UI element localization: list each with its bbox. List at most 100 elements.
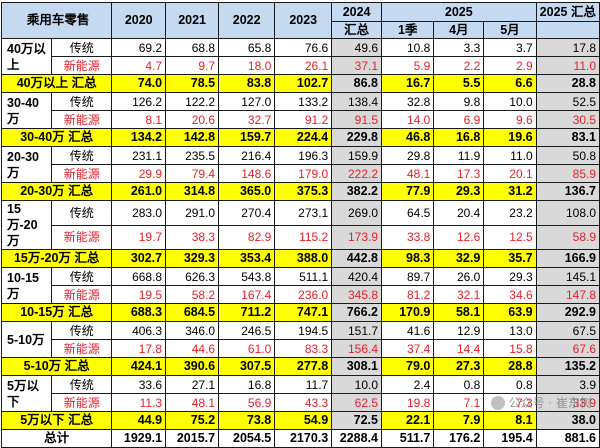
table-row-ice: 40万以上 传统 69.2 68.8 65.8 76.6 49.6 10.8 3.3 3.7 17.…	[0, 38, 600, 75]
nev-value: 61.0	[218, 339, 276, 358]
subtotal-value: 19.6	[483, 128, 537, 147]
type-label-ice: 传统	[51, 200, 113, 226]
nev-value: 5.9	[380, 56, 435, 75]
subtotal-value: 766.2	[331, 303, 382, 322]
subtotal-value: 308.1	[331, 357, 382, 376]
nev-value: 2.2	[433, 56, 485, 75]
nev-value: 15.8	[483, 339, 537, 358]
type-label-nev: 新能源	[51, 393, 113, 412]
subtotal-value: 159.7	[218, 128, 276, 147]
subtotal-value: 365.0	[218, 182, 276, 201]
ice-value: 3.7	[483, 38, 537, 57]
type-label-nev: 新能源	[51, 164, 113, 183]
table-row-nev: 新能源 8.1 20.6 32.7 91.2 91.5 14.0 6.9 9.6 30.5	[2, 110, 600, 129]
nev-value: 20.6	[165, 110, 220, 129]
nev-value: 14.0	[380, 110, 435, 129]
ice-value: 668.8	[111, 267, 167, 286]
ice-value: 291.0	[165, 200, 220, 226]
subtotal-value: 224.4	[274, 128, 333, 147]
nev-value: 30.5	[535, 110, 600, 129]
ice-value: 12.9	[433, 321, 485, 340]
subtotal-value: 75.2	[165, 411, 220, 430]
subtotal-value: 261.0	[111, 182, 167, 201]
subtotal-value: 6.6	[483, 74, 537, 93]
table-row-subtotal: 5-10万 汇总 424.1 390.6 307.5 277.8 308.1 79.0 27.…	[0, 357, 600, 376]
subtotal-value: 135.2	[535, 357, 600, 376]
subtotal-value: 229.8	[331, 128, 382, 147]
nev-value: 20.1	[483, 164, 537, 183]
grand-total-value: 2054.5	[218, 429, 276, 448]
ice-value: 543.8	[218, 267, 276, 286]
subtotal-value: 27.3	[433, 357, 485, 376]
table-row-subtotal: 5万以下 汇总 44.9 75.2 73.8 54.9 72.5 22.1 7.9 8.1 38.…	[0, 411, 600, 430]
nev-value: 37.4	[380, 339, 435, 358]
nev-value: 156.4	[331, 339, 382, 358]
ice-value: 52.5	[535, 92, 600, 111]
nev-value: 26.1	[274, 56, 333, 75]
nev-value: 12.6	[433, 224, 485, 250]
nev-value: 62.5	[331, 393, 382, 412]
subtotal-label: 10-15万 汇总	[0, 303, 113, 322]
ice-value: 3.9	[535, 375, 600, 394]
subtotal-value: 424.1	[111, 357, 167, 376]
type-label-nev: 新能源	[51, 285, 113, 304]
subtotal-value: 31.2	[483, 182, 537, 201]
ice-value: 3.3	[433, 38, 485, 57]
subtotal-value: 375.3	[274, 182, 333, 201]
header-q1: 1季	[380, 21, 435, 39]
subtotal-value: 170.9	[380, 303, 435, 322]
subtotal-value: 16.7	[380, 74, 435, 93]
subtotal-value: 442.8	[331, 249, 382, 268]
nev-value: 58.2	[165, 285, 220, 304]
ice-value: 65.8	[218, 38, 276, 57]
ice-value: 29.8	[380, 146, 435, 165]
nev-value: 11.0	[535, 56, 600, 75]
ice-value: 41.6	[380, 321, 435, 340]
table-row-ice: 10-15万 传统 668.8 626.3 543.8 511.1 420.4 89.7 26.…	[0, 267, 600, 304]
ice-value: 194.5	[274, 321, 333, 340]
subtotal-value: 329.3	[165, 249, 220, 268]
ice-value: 9.8	[433, 92, 485, 111]
subtotal-value: 78.5	[165, 74, 220, 93]
subtotal-value: 54.9	[274, 411, 333, 430]
ice-value: 23.2	[483, 200, 537, 226]
subtotal-value: 29.3	[433, 182, 485, 201]
ice-value: 20.4	[433, 200, 485, 226]
ice-value: 76.6	[274, 38, 333, 57]
ice-value: 273.1	[274, 200, 333, 226]
ice-value: 133.2	[274, 92, 333, 111]
ice-value: 196.3	[274, 146, 333, 165]
subtotal-value: 35.7	[483, 249, 537, 268]
table-row-nev: 新能源 11.3 48.1 56.9 43.3 62.5 19.8 7.1 7.3 33.9	[2, 393, 600, 412]
nev-value: 7.1	[433, 393, 485, 412]
subtotal-value: 44.9	[111, 411, 167, 430]
ice-value: 0.8	[483, 375, 537, 394]
nev-value: 115.2	[274, 224, 333, 250]
subtotal-value: 46.8	[380, 128, 435, 147]
nev-value: 173.9	[331, 224, 382, 250]
nev-value: 33.8	[380, 224, 435, 250]
subtotal-value: 77.9	[380, 182, 435, 201]
segment-label: 5万以下	[0, 375, 53, 412]
table-row-grand-total: 总计 1929.1 2015.7 2054.5 2170.3 2288.4 511.7 176…	[0, 429, 600, 448]
ice-value: 246.5	[218, 321, 276, 340]
nev-value: 147.8	[535, 285, 600, 304]
segment-label: 40万以上	[0, 38, 53, 75]
header-may: 5月	[483, 21, 537, 39]
ice-value: 270.4	[218, 200, 276, 226]
table-row-ice: 20-30万 传统 231.1 235.5 216.4 196.3 159.9 29.8 11.…	[0, 146, 600, 183]
subtotal-label: 15万-20万 汇总	[0, 249, 113, 268]
table-row-ice: 15万-20万 传统 283.0 291.0 270.4 273.1 269.0 64.5 20…	[0, 200, 600, 250]
grand-total-value: 881.6	[535, 429, 600, 448]
ice-value: 49.6	[331, 38, 382, 57]
subtotal-value: 382.2	[331, 182, 382, 201]
nev-value: 17.3	[433, 164, 485, 183]
ice-value: 0.8	[433, 375, 485, 394]
subtotal-label: 30-40万 汇总	[0, 128, 113, 147]
nev-value: 7.3	[483, 393, 537, 412]
grand-total-value: 2015.7	[165, 429, 220, 448]
nev-value: 82.9	[218, 224, 276, 250]
subtotal-value: 22.1	[380, 411, 435, 430]
type-label-ice: 传统	[51, 321, 113, 340]
type-label-nev: 新能源	[51, 110, 113, 129]
